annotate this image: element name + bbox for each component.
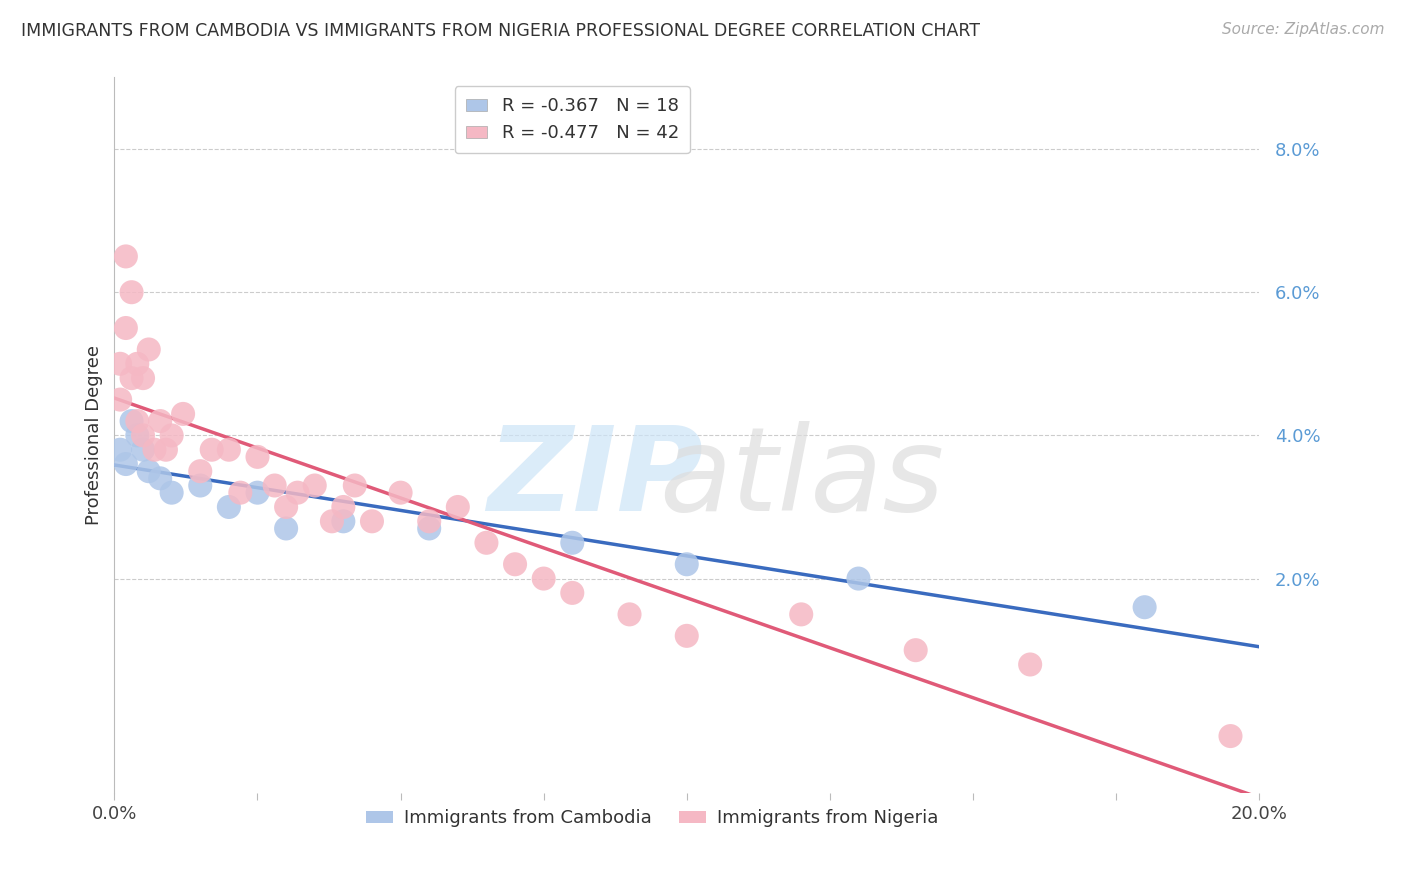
Point — [127, 428, 149, 442]
Point — [418, 521, 440, 535]
Point — [188, 478, 211, 492]
Point — [418, 514, 440, 528]
Point — [143, 442, 166, 457]
Text: ZIP: ZIP — [488, 421, 703, 536]
Point — [121, 371, 143, 385]
Point — [675, 558, 697, 572]
Point — [361, 514, 384, 528]
Point — [848, 572, 870, 586]
Text: IMMIGRANTS FROM CAMBODIA VS IMMIGRANTS FROM NIGERIA PROFESSIONAL DEGREE CORRELAT: IMMIGRANTS FROM CAMBODIA VS IMMIGRANTS F… — [21, 22, 980, 40]
Point — [246, 450, 269, 464]
Point — [533, 572, 555, 586]
Point — [1019, 657, 1042, 672]
Point — [274, 521, 297, 535]
Point — [287, 485, 309, 500]
Point — [155, 442, 177, 457]
Point — [561, 535, 583, 549]
Point — [389, 485, 412, 500]
Point — [503, 558, 526, 572]
Point — [160, 428, 183, 442]
Point — [108, 357, 131, 371]
Point — [343, 478, 366, 492]
Point — [790, 607, 813, 622]
Point — [321, 514, 343, 528]
Point — [138, 343, 160, 357]
Point — [229, 485, 252, 500]
Point — [619, 607, 641, 622]
Y-axis label: Professional Degree: Professional Degree — [86, 345, 103, 525]
Point — [160, 485, 183, 500]
Point — [108, 392, 131, 407]
Point — [132, 442, 155, 457]
Legend: Immigrants from Cambodia, Immigrants from Nigeria: Immigrants from Cambodia, Immigrants fro… — [359, 802, 946, 834]
Point — [246, 485, 269, 500]
Point — [332, 514, 354, 528]
Point — [172, 407, 194, 421]
Point — [121, 414, 143, 428]
Point — [115, 249, 138, 263]
Point — [132, 371, 155, 385]
Point — [138, 464, 160, 478]
Point — [332, 500, 354, 514]
Point — [475, 535, 498, 549]
Point — [218, 500, 240, 514]
Point — [1133, 600, 1156, 615]
Point — [127, 357, 149, 371]
Point — [447, 500, 470, 514]
Point — [904, 643, 927, 657]
Point — [149, 414, 172, 428]
Point — [1219, 729, 1241, 743]
Point — [201, 442, 224, 457]
Point — [675, 629, 697, 643]
Point — [132, 428, 155, 442]
Point — [274, 500, 297, 514]
Point — [218, 442, 240, 457]
Point — [188, 464, 211, 478]
Point — [127, 414, 149, 428]
Point — [115, 457, 138, 471]
Point — [304, 478, 326, 492]
Point — [561, 586, 583, 600]
Text: atlas: atlas — [659, 421, 943, 535]
Point — [115, 321, 138, 335]
Point — [121, 285, 143, 300]
Text: Source: ZipAtlas.com: Source: ZipAtlas.com — [1222, 22, 1385, 37]
Point — [149, 471, 172, 485]
Point — [263, 478, 285, 492]
Point — [108, 442, 131, 457]
